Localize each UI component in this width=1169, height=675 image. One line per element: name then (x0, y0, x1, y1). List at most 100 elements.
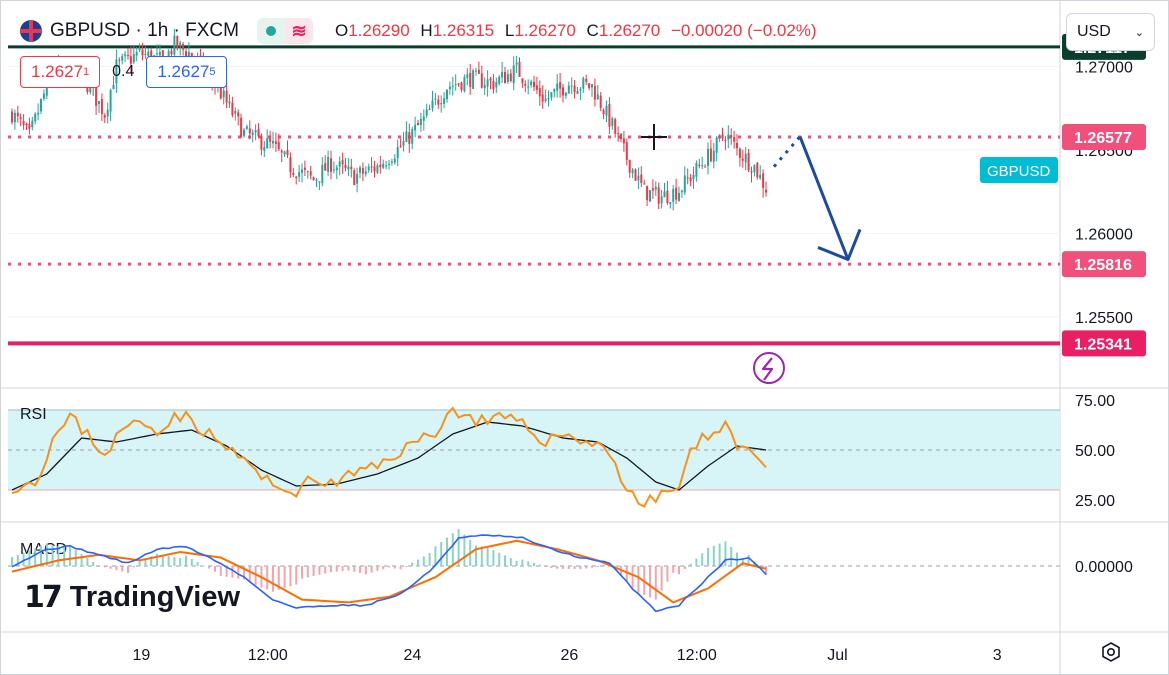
symbol-tag-label: GBPUSD (987, 163, 1051, 180)
candle-body (402, 140, 405, 146)
macd-histogram-bar (556, 566, 559, 569)
macd-histogram-bar (295, 566, 298, 585)
candle-body (16, 112, 19, 117)
macd-histogram-bar (324, 566, 327, 574)
candle-body (260, 135, 263, 150)
macd-histogram-bar (405, 566, 408, 567)
projection-arrow-head (817, 228, 862, 261)
candle-body (185, 51, 187, 58)
candle-body (141, 49, 144, 56)
candle-body (109, 89, 112, 112)
trade-buttons: 1.2627 1 0.4 1.2627 5 (20, 55, 227, 89)
macd-histogram-bar (51, 544, 54, 566)
candle-body (501, 71, 504, 78)
candle-body (187, 52, 190, 58)
candle-body (672, 189, 675, 202)
ohlc-values: O1.26290 H1.26315 L1.26270 C1.26270 −0.0… (335, 21, 817, 41)
candle-body (390, 161, 393, 163)
candle-body (649, 190, 651, 202)
candle-body (425, 109, 428, 116)
rsi-ma-line (11, 421, 767, 491)
candle-body (257, 129, 260, 137)
macd-histogram-bar (747, 554, 750, 566)
open-value: 1.26290 (348, 21, 410, 40)
candle-body (231, 102, 234, 116)
candle-body (25, 123, 28, 125)
candle-body (361, 167, 364, 174)
macd-histogram-bar (649, 566, 651, 598)
projection-dotted-line (772, 135, 802, 168)
candle-body (605, 105, 608, 116)
candle-body (356, 173, 359, 184)
candle-body (704, 166, 707, 168)
macd-histogram-bar (132, 566, 135, 568)
macd-histogram-bar (660, 566, 663, 591)
candle-body (582, 78, 585, 89)
currency-select[interactable]: USD ⌄ (1066, 13, 1155, 51)
candle-body (457, 83, 460, 85)
candle-body (738, 148, 741, 159)
watermark-text: TradingView (69, 581, 241, 613)
candle-body (31, 120, 34, 128)
candle-body (431, 100, 434, 109)
candle-body (518, 61, 521, 77)
candle-body (695, 163, 698, 177)
macd-histogram-bar (475, 545, 477, 566)
candle-body (698, 164, 701, 166)
macd-histogram-bar (283, 566, 286, 589)
macd-histogram-bar (34, 548, 37, 566)
macd-histogram-bar (214, 566, 216, 572)
rsi-band (8, 410, 1060, 490)
macd-histogram-bar (312, 566, 315, 577)
candle-body (321, 164, 324, 184)
buy-price-pip: 5 (209, 66, 216, 78)
macd-histogram-bar (486, 547, 489, 566)
macd-histogram-bar (40, 545, 42, 566)
macd-histogram-bar (144, 558, 147, 566)
candle-body (170, 50, 173, 55)
candle-body (620, 133, 622, 139)
high-label: H (420, 21, 433, 40)
candle-body (486, 79, 489, 87)
macd-histogram-bar (683, 566, 686, 569)
symbol-tag (980, 156, 1058, 183)
candle-body (553, 88, 556, 92)
buy-price: 1.2627 (157, 62, 210, 81)
macd-histogram-bar (208, 566, 211, 569)
close-value: 1.26270 (598, 21, 661, 40)
candle-body (498, 76, 501, 84)
buy-button[interactable]: 1.2627 5 (146, 56, 227, 88)
level-price-tag (1062, 251, 1146, 278)
macd-histogram-bar (266, 566, 269, 590)
candle-body (315, 179, 318, 181)
candle-body (509, 73, 512, 82)
currency-value: USD (1077, 23, 1111, 40)
candle-body (428, 109, 431, 111)
chevron-down-icon: ⌄ (1134, 26, 1144, 39)
macd-histogram-bar (672, 566, 675, 573)
sell-button[interactable]: 1.2627 1 (20, 56, 101, 88)
candle-body (492, 80, 495, 90)
candle-body (463, 77, 466, 92)
macd-histogram-bar (22, 552, 25, 566)
candle-body (158, 51, 161, 56)
candle-body (567, 85, 570, 94)
candle-body (376, 165, 379, 173)
candle-body (466, 74, 469, 78)
macd-histogram-bar (45, 543, 48, 566)
candle-body (446, 89, 448, 100)
time-tick-label: 24 (404, 647, 422, 664)
macd-histogram-bar (689, 563, 692, 566)
symbol-title[interactable]: GBPUSD · 1h · FXCM (50, 20, 239, 41)
candle-body (544, 98, 547, 102)
candle-body (611, 118, 614, 126)
macd-histogram-bar (86, 558, 89, 566)
status-pill[interactable]: ≋ (256, 18, 313, 44)
macd-histogram-bar (417, 559, 419, 566)
settings-gear-icon[interactable] (1099, 640, 1123, 664)
candle-body (89, 84, 92, 93)
candle-body (359, 167, 361, 173)
macd-line (11, 534, 767, 613)
macd-histogram-bar (411, 562, 414, 566)
